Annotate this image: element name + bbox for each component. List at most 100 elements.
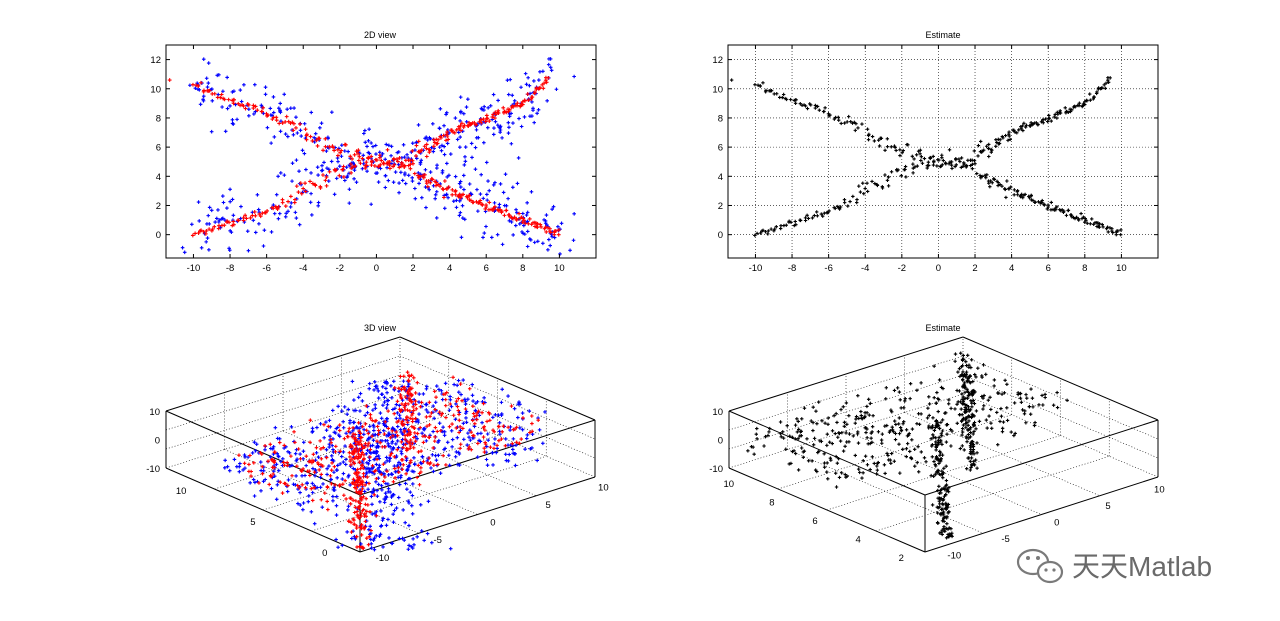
- data-point-red: [324, 175, 329, 179]
- data-point-blue: [359, 542, 363, 546]
- data-point-blue: [537, 78, 541, 82]
- data-point-red: [251, 106, 256, 110]
- data-point-red: [437, 410, 442, 414]
- data-point-black: [856, 441, 861, 445]
- data-point-blue: [238, 461, 242, 466]
- data-point-blue: [548, 57, 553, 61]
- data-point-blue: [331, 437, 335, 441]
- data-point-red: [497, 438, 501, 443]
- data-point-black: [772, 92, 776, 96]
- data-point-black: [769, 88, 774, 93]
- data-point-red: [487, 200, 492, 205]
- data-point-red: [502, 213, 507, 218]
- data-point-blue: [384, 142, 389, 147]
- data-point-red: [356, 500, 361, 504]
- data-point-red: [282, 463, 287, 468]
- y-tick-label: 10: [712, 84, 723, 95]
- x-tick-label: -4: [299, 263, 307, 274]
- data-point-red: [332, 464, 337, 469]
- data-point-blue: [369, 542, 374, 546]
- data-point-blue: [461, 173, 466, 178]
- data-point-black: [937, 397, 941, 402]
- data-point-blue: [450, 437, 455, 442]
- data-point-red: [370, 418, 375, 423]
- data-point-blue: [429, 466, 433, 470]
- data-point-blue: [313, 458, 318, 463]
- data-point-red: [427, 148, 432, 153]
- data-point-black: [1033, 420, 1037, 425]
- data-point-blue: [350, 429, 355, 433]
- data-point-black: [1024, 123, 1029, 127]
- data-point-blue: [390, 396, 394, 400]
- data-point-blue: [301, 440, 306, 445]
- data-point-blue: [239, 99, 244, 104]
- data-point-black: [1088, 98, 1093, 102]
- data-point-black: [813, 106, 818, 110]
- data-point-black: [1024, 421, 1028, 425]
- data-point-black: [893, 431, 898, 436]
- data-point-black: [867, 132, 871, 137]
- data-point-blue: [462, 437, 466, 442]
- data-point-red: [270, 465, 275, 470]
- data-point-black: [832, 413, 836, 418]
- data-point-blue: [374, 462, 379, 467]
- data-point-black: [910, 154, 915, 159]
- data-point-blue: [496, 98, 500, 103]
- data-point-red: [397, 156, 402, 160]
- data-point-red: [358, 455, 363, 459]
- data-point-black: [968, 468, 973, 472]
- data-point-black: [975, 171, 979, 176]
- data-point-red: [202, 88, 206, 93]
- data-point-red: [354, 487, 358, 491]
- data-point-red: [543, 225, 548, 230]
- data-point-blue: [350, 379, 355, 384]
- data-point-black: [1021, 128, 1025, 133]
- data-point-red: [370, 463, 375, 468]
- data-point-blue: [397, 190, 401, 195]
- data-point-blue: [312, 521, 317, 526]
- box-edge: [399, 336, 596, 421]
- data-point-red: [357, 478, 361, 483]
- data-point-blue: [434, 189, 439, 194]
- data-point-black: [987, 154, 991, 159]
- box-edge: [728, 410, 926, 496]
- data-point-black: [908, 449, 912, 454]
- data-point-blue: [251, 218, 256, 223]
- data-point-blue: [381, 545, 385, 549]
- data-point-black: [969, 441, 973, 446]
- data-point-red: [411, 425, 416, 430]
- data-point-black: [944, 503, 949, 508]
- data-point-red: [402, 422, 406, 427]
- data-point-blue: [310, 490, 315, 495]
- y-tick-label: 6: [718, 143, 723, 154]
- data-point-blue: [458, 179, 463, 184]
- data-point-blue: [295, 131, 300, 135]
- data-point-blue: [440, 143, 444, 148]
- data-point-black: [965, 466, 969, 471]
- data-point-blue: [471, 399, 475, 403]
- data-point-blue: [298, 490, 302, 495]
- data-point-black: [885, 145, 890, 149]
- data-point-black: [943, 411, 947, 415]
- data-point-black: [936, 409, 940, 414]
- data-point-red: [332, 148, 337, 153]
- data-point-red: [366, 155, 371, 160]
- data-point-black: [1104, 81, 1108, 85]
- data-point-red: [398, 393, 403, 397]
- axis-tick-label: 2: [899, 553, 904, 564]
- data-point-black: [968, 435, 973, 439]
- data-point-red: [231, 97, 236, 102]
- data-point-black: [930, 455, 934, 459]
- data-point-black: [778, 432, 783, 436]
- data-point-black: [781, 92, 786, 97]
- data-point-blue: [523, 71, 528, 76]
- data-point-black: [887, 430, 892, 434]
- data-point-black: [916, 412, 921, 416]
- data-point-blue: [214, 216, 219, 221]
- data-point-red: [434, 180, 439, 185]
- data-point-red: [388, 435, 393, 440]
- data-point-blue: [341, 419, 345, 424]
- data-point-blue: [327, 418, 332, 423]
- box-edge-back: [165, 393, 401, 469]
- data-point-black: [999, 406, 1003, 411]
